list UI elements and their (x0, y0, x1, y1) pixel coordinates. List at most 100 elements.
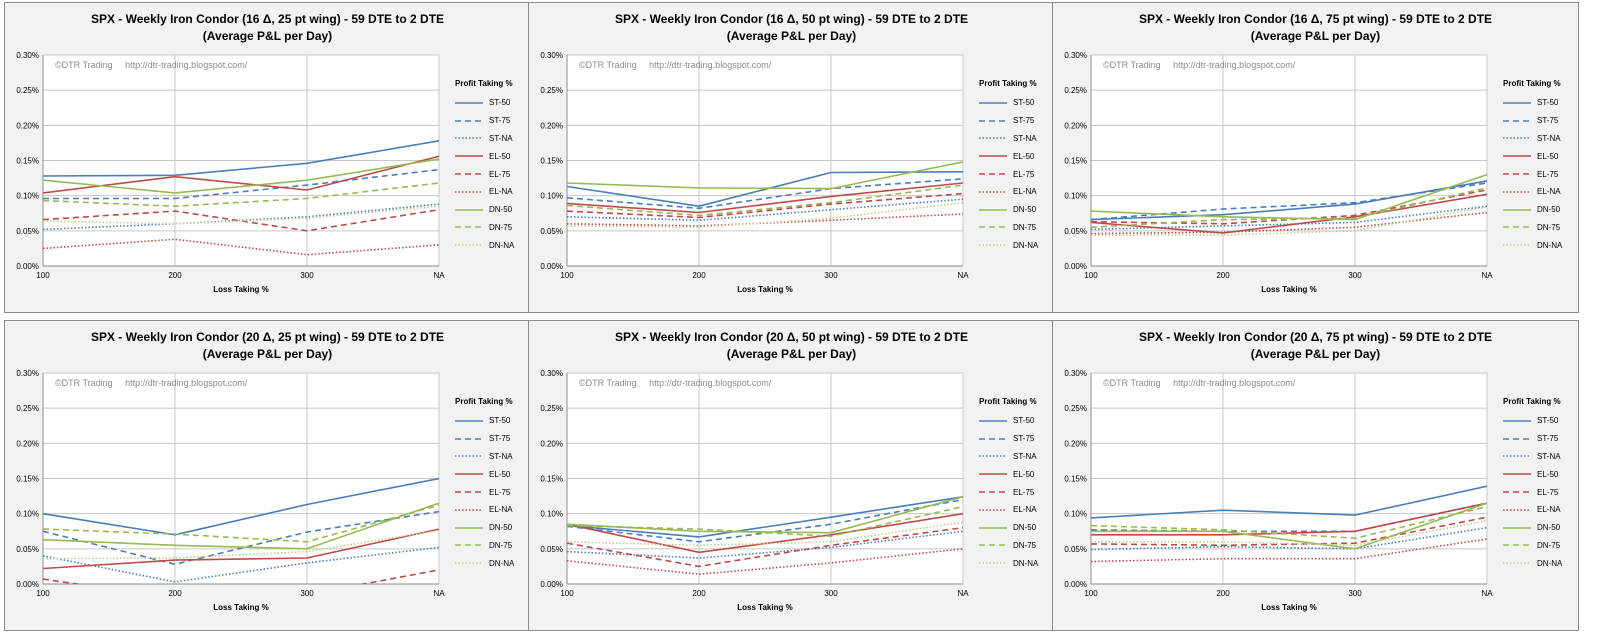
legend-label: DN-50 (1013, 523, 1037, 533)
x-tick-label: NA (957, 589, 969, 598)
y-tick-label: 0.10% (16, 510, 39, 519)
y-tick-label: 0.20% (1064, 439, 1087, 448)
legend-item: ST-50 (455, 94, 529, 112)
chart-subtitle: (Average P&L per Day) (726, 347, 857, 361)
legend-swatch (1503, 509, 1531, 511)
legend-swatch (1503, 562, 1531, 565)
legend-item: EL-NA (1503, 183, 1577, 201)
legend-label: EL-NA (1537, 505, 1561, 515)
legend-label: EL-75 (489, 487, 511, 497)
y-tick-label: 0.10% (1064, 192, 1087, 201)
legend-item: DN-75 (1503, 537, 1577, 555)
legend-label: ST-NA (1537, 451, 1561, 461)
legend-swatch (979, 526, 1007, 529)
legend-item: ST-50 (979, 94, 1053, 112)
series-line-dn-75 (43, 182, 439, 207)
series-line-el-75 (1091, 516, 1487, 547)
legend-label: DN-NA (1013, 558, 1039, 568)
x-tick-label: 200 (692, 271, 706, 280)
legend-swatch (979, 473, 1007, 476)
legend-label: ST-50 (1013, 98, 1035, 108)
line-chart: 0.00% 0.05% 0.10% 0.15% 0.20% 0.25% 0.30% 100 20… (16, 369, 445, 598)
legend-label: ST-50 (489, 98, 511, 108)
legend-label: EL-75 (489, 169, 511, 179)
legend-label: DN-75 (1013, 540, 1037, 550)
legend-label: ST-50 (1013, 416, 1035, 426)
legend-item: ST-NA (1503, 130, 1577, 148)
chart-panel: SPX - Weekly Iron Condor (20 Δ, 25 pt wi… (4, 320, 531, 631)
y-tick-label: 0.20% (540, 439, 563, 448)
series-line-st-50 (567, 171, 963, 207)
chart-title-line: SPX - Weekly Iron Condor (20 Δ, 50 pt wi… (614, 330, 969, 344)
y-tick-label: 0.15% (540, 475, 563, 484)
legend-label: DN-50 (1537, 523, 1561, 533)
series-line-el-75 (567, 526, 963, 568)
series-line-dn-50 (567, 161, 963, 190)
y-tick-label: 0.10% (540, 192, 563, 201)
legend-label: DN-50 (1013, 205, 1037, 215)
y-tick-label: 0.20% (16, 121, 39, 130)
legend-swatch (979, 173, 1007, 175)
chart-subtitle: (Average P&L per Day) (726, 29, 857, 43)
chart-panel: SPX - Weekly Iron Condor (16 Δ, 50 pt wi… (528, 2, 1055, 313)
legend-item: EL-50 (979, 465, 1053, 483)
y-tick-label: 0.20% (16, 439, 39, 448)
x-tick-label: 300 (1348, 271, 1362, 280)
legend-item: ST-NA (1503, 448, 1577, 466)
x-tick-label: 200 (1216, 271, 1230, 280)
series-line-dn-50 (43, 158, 439, 194)
series-group (1091, 173, 1487, 236)
legend-label: EL-NA (1013, 505, 1037, 515)
watermark-text: ©DTR Trading http://dtr-trading.blogspot… (579, 60, 772, 70)
legend-label: EL-NA (489, 187, 513, 197)
legend-title: Profit Taking % (1503, 79, 1561, 88)
legend-item: DN-75 (455, 219, 529, 237)
series-group (43, 477, 439, 584)
y-tick-label: 0.30% (16, 369, 39, 378)
legend-label: DN-NA (489, 240, 515, 250)
legend-label: DN-75 (1013, 222, 1037, 232)
legend-label: ST-NA (1537, 133, 1561, 143)
y-tick-label: 0.05% (16, 227, 39, 236)
y-tick-label: 0.25% (16, 404, 39, 413)
legend-label: EL-50 (489, 151, 511, 161)
series-line-el-50 (43, 155, 439, 194)
legend-swatch (1503, 526, 1531, 529)
x-tick-label: NA (957, 271, 969, 280)
series-line-el-50 (1091, 193, 1487, 234)
legend-swatch (455, 420, 483, 422)
series-line-el-na (1091, 538, 1487, 563)
chart-title-line: SPX - Weekly Iron Condor (16 Δ, 50 pt wi… (614, 12, 969, 26)
y-tick-label: 0.30% (1064, 51, 1087, 60)
legend-item: EL-75 (979, 483, 1053, 501)
legend-item: ST-NA (455, 130, 529, 148)
legend-label: ST-75 (1013, 116, 1035, 126)
x-tick-label: 300 (824, 589, 838, 598)
legend-item: ST-50 (979, 412, 1053, 430)
legend-swatch (455, 173, 483, 175)
y-tick-label: 0.15% (16, 475, 39, 484)
chart-panel: SPX - Weekly Iron Condor (16 Δ, 75 pt wi… (1052, 2, 1579, 313)
legend-item: DN-50 (979, 201, 1053, 219)
legend-item: DN-50 (455, 519, 529, 537)
series-line-st-75 (43, 510, 439, 566)
legend-label: EL-50 (1013, 151, 1035, 161)
legend-swatch (1503, 437, 1531, 440)
legend-label: EL-50 (1013, 469, 1035, 479)
legend-swatch (455, 509, 483, 511)
legend-swatch (1503, 226, 1531, 229)
chart-subtitle: (Average P&L per Day) (1250, 347, 1381, 361)
legend-swatch (979, 491, 1007, 493)
legend-item: ST-75 (979, 112, 1053, 130)
legend-swatch (1503, 173, 1531, 175)
y-tick-label: 0.00% (540, 262, 563, 271)
chart-panel: SPX - Weekly Iron Condor (20 Δ, 50 pt wi… (528, 320, 1055, 631)
series-line-st-75 (1091, 182, 1487, 221)
legend-item: ST-50 (455, 412, 529, 430)
legend-item: DN-NA (1503, 236, 1577, 254)
legend-swatch (455, 473, 483, 476)
legend-swatch (455, 191, 483, 193)
legend-item: EL-NA (455, 183, 529, 201)
x-axis-title: Loss Taking % (213, 285, 269, 294)
series-line-st-50 (1091, 485, 1487, 519)
